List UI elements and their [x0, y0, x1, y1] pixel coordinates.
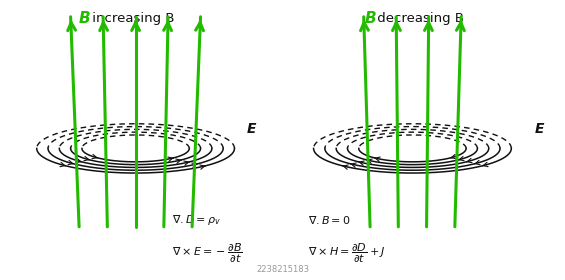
Text: B: B [364, 11, 376, 26]
Text: 2238215183: 2238215183 [256, 265, 309, 274]
Text: $\nabla \times H = \dfrac{\partial D}{\partial t} + J$: $\nabla \times H = \dfrac{\partial D}{\p… [308, 242, 385, 265]
Text: E: E [535, 122, 544, 136]
Text: B: B [79, 11, 90, 26]
Text: $\nabla.B = 0$: $\nabla.B = 0$ [308, 214, 351, 226]
Text: $\nabla.D = \rho_v$: $\nabla.D = \rho_v$ [172, 213, 221, 227]
Text: E: E [247, 122, 256, 136]
Text: decreasing B: decreasing B [373, 12, 464, 25]
Text: increasing B: increasing B [88, 12, 174, 25]
Text: $\nabla \times E = -\dfrac{\partial B}{\partial t}$: $\nabla \times E = -\dfrac{\partial B}{\… [172, 242, 243, 265]
